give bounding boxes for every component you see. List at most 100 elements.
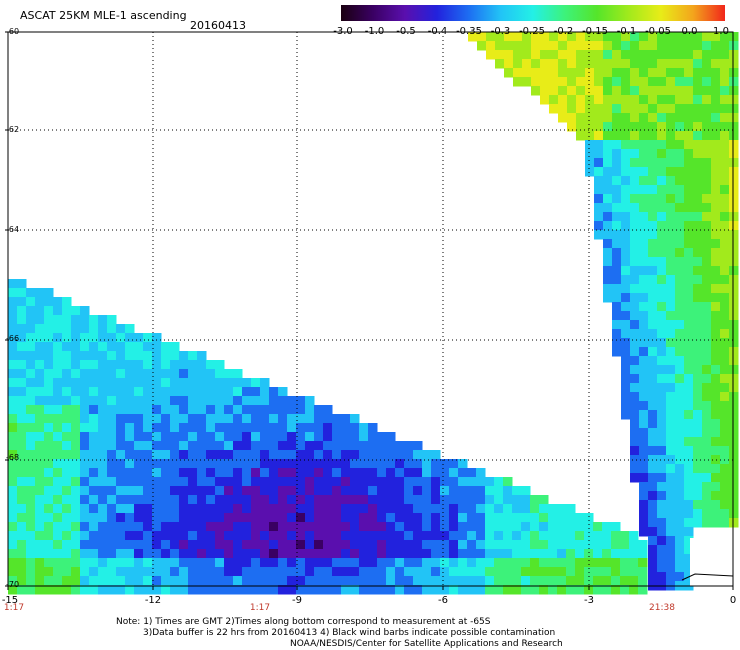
data-cell — [521, 504, 531, 514]
data-cell — [161, 513, 171, 523]
data-cell — [44, 477, 54, 487]
data-cell — [215, 504, 225, 514]
data-cell — [26, 540, 36, 550]
data-cell — [98, 378, 108, 388]
data-cell — [44, 378, 54, 388]
data-cell — [720, 50, 730, 60]
data-cell — [720, 464, 730, 474]
data-cell — [539, 513, 549, 523]
data-cell — [567, 95, 577, 105]
data-cell — [639, 473, 649, 483]
data-cell — [657, 275, 667, 285]
data-cell — [98, 495, 108, 505]
data-cell — [233, 558, 243, 568]
data-cell — [711, 194, 721, 204]
data-cell — [188, 396, 198, 406]
data-cell — [242, 423, 252, 433]
data-cell — [693, 59, 703, 69]
data-cell — [89, 369, 99, 379]
data-cell — [729, 419, 739, 429]
data-cell — [431, 513, 441, 523]
data-cell — [693, 455, 703, 465]
data-cell — [323, 459, 333, 469]
data-cell — [729, 212, 739, 222]
data-cell — [512, 531, 522, 541]
data-cell — [467, 567, 477, 577]
data-cell — [539, 495, 549, 505]
data-cell — [62, 387, 72, 397]
data-cell — [233, 522, 243, 532]
data-cell — [26, 459, 36, 469]
data-cell — [630, 185, 640, 195]
data-cell — [161, 486, 171, 496]
data-cell — [585, 113, 595, 123]
data-cell — [720, 167, 730, 177]
data-cell — [612, 185, 622, 195]
data-cell — [684, 428, 694, 438]
data-cell — [630, 230, 640, 240]
data-cell — [485, 495, 495, 505]
data-cell — [675, 284, 685, 294]
data-cell — [486, 32, 496, 42]
data-cell — [621, 59, 631, 69]
data-cell — [17, 396, 27, 406]
data-cell — [612, 167, 622, 177]
data-cell — [107, 576, 117, 586]
data-cell — [107, 342, 117, 352]
data-cell — [143, 396, 153, 406]
data-cell — [80, 504, 90, 514]
data-cell — [693, 446, 703, 456]
data-cell — [44, 531, 54, 541]
data-cell — [603, 95, 613, 105]
data-cell — [8, 549, 18, 559]
data-cell — [621, 41, 631, 51]
data-cell — [485, 531, 495, 541]
data-cell — [648, 158, 658, 168]
data-cell — [350, 576, 360, 586]
data-cell — [720, 338, 730, 348]
data-cell — [630, 446, 640, 456]
data-cell — [53, 450, 63, 460]
data-cell — [404, 576, 414, 586]
data-cell — [143, 450, 153, 460]
data-cell — [648, 518, 658, 528]
data-cell — [648, 50, 658, 60]
data-cell — [467, 513, 477, 523]
data-cell — [8, 414, 18, 424]
data-cell — [17, 558, 27, 568]
data-cell — [603, 32, 613, 42]
data-cell — [44, 522, 54, 532]
data-cell — [224, 531, 234, 541]
data-cell — [71, 504, 81, 514]
data-cell — [35, 567, 45, 577]
data-cell — [53, 441, 63, 451]
data-cell — [8, 567, 18, 577]
data-cell — [603, 221, 613, 231]
data-cell — [711, 131, 721, 141]
data-cell — [53, 558, 63, 568]
data-cell — [422, 531, 432, 541]
data-cell — [368, 522, 378, 532]
data-cell — [71, 513, 81, 523]
data-cell — [152, 567, 162, 577]
data-cell — [215, 423, 225, 433]
data-cell — [729, 149, 739, 159]
data-cell — [693, 230, 703, 240]
data-cell — [35, 378, 45, 388]
data-cell — [188, 567, 198, 577]
data-cell — [576, 77, 586, 87]
data-cell — [639, 77, 649, 87]
data-cell — [134, 432, 144, 442]
data-cell — [224, 450, 234, 460]
data-cell — [630, 59, 640, 69]
data-cell — [143, 405, 153, 415]
data-cell — [35, 414, 45, 424]
data-cell — [26, 288, 36, 298]
data-cell — [386, 441, 396, 451]
data-cell — [35, 477, 45, 487]
data-cell — [80, 333, 90, 343]
data-cell — [675, 275, 685, 285]
data-cell — [368, 486, 378, 496]
data-cell — [720, 149, 730, 159]
data-cell — [639, 257, 649, 267]
